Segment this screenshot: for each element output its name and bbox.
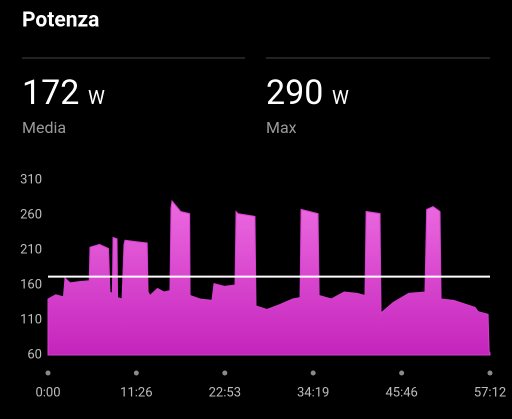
y-tick-label: 60 — [27, 347, 42, 362]
y-tick-label: 310 — [20, 172, 42, 187]
x-tick-dot — [399, 370, 405, 376]
stat-label: Max — [266, 118, 297, 137]
x-tick-dot — [222, 370, 228, 376]
y-tick-label: 160 — [20, 277, 42, 292]
x-tick-label: 57:12 — [474, 385, 506, 400]
y-tick-label: 260 — [20, 207, 42, 222]
x-tick-label: 45:46 — [385, 385, 417, 400]
x-tick-dot — [45, 370, 51, 376]
x-tick-label: 0:00 — [35, 385, 60, 400]
x-tick-dot — [133, 370, 139, 376]
area — [47, 199, 491, 356]
y-tick-label: 110 — [20, 312, 42, 327]
chart: 60 110 160 210 260 310 0:00 11:26 22:53 34:19 45:4… — [20, 172, 506, 400]
stat-unit: W — [332, 86, 349, 109]
x-tick-dot — [310, 370, 316, 376]
stat-label: Media — [22, 118, 66, 137]
stat-value: 290 — [266, 73, 323, 113]
x-tick-label: 22:53 — [209, 385, 241, 400]
y-tick-label: 210 — [20, 242, 42, 257]
x-tick-dot — [487, 370, 493, 376]
stat-value: 172 — [22, 73, 79, 113]
stat-unit: W — [88, 86, 105, 109]
x-tick-label: 11:26 — [120, 385, 152, 400]
x-tick-label: 34:19 — [297, 385, 329, 400]
title: Potenza — [22, 9, 99, 33]
